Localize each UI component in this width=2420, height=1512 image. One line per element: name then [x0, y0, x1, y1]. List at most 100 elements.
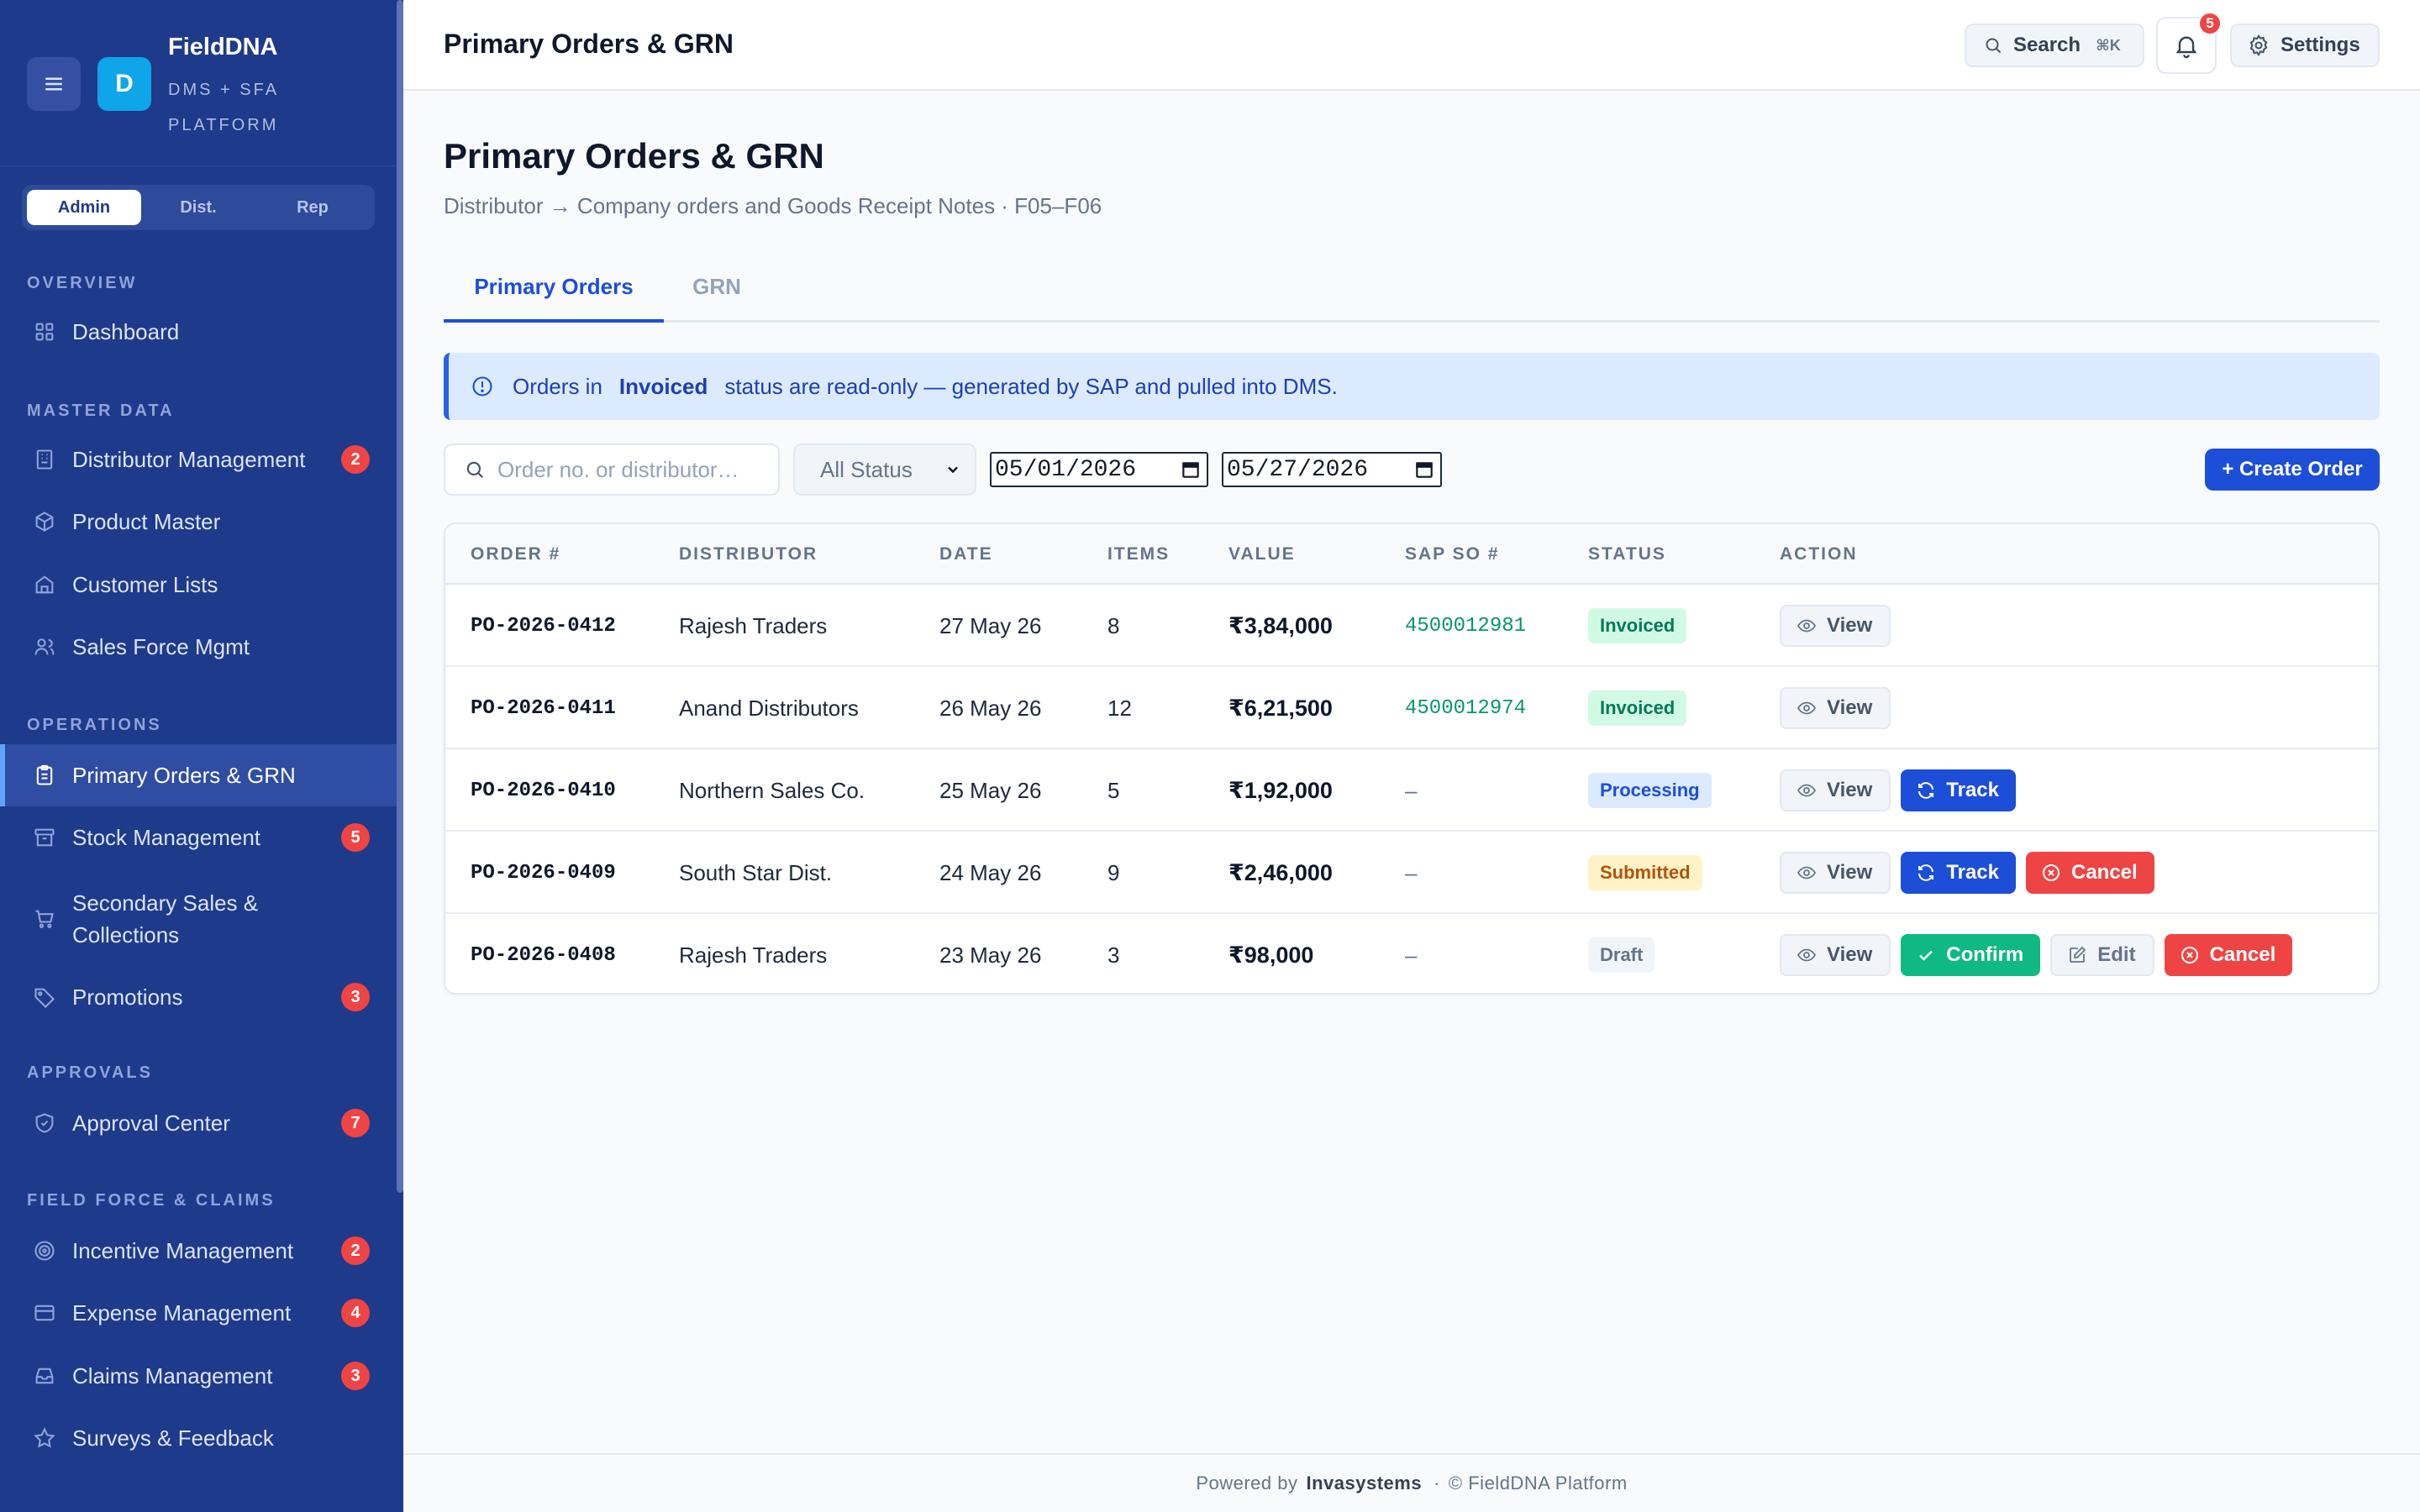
- status-cell: Submitted: [1588, 832, 1702, 914]
- item-count: 8: [1107, 612, 1120, 638]
- tab-primary-orders[interactable]: Primary Orders: [444, 274, 664, 323]
- calendar-icon[interactable]: [1413, 459, 1435, 480]
- cancel-button[interactable]: Cancel: [2164, 934, 2293, 976]
- view-button[interactable]: View: [1780, 769, 1891, 811]
- item-count: 12: [1107, 695, 1132, 721]
- item-count: 3: [1107, 942, 1120, 968]
- info-icon: [472, 376, 492, 396]
- settings-button[interactable]: Settings: [2230, 24, 2380, 67]
- sidebar-item-label: Promotions: [72, 984, 183, 1010]
- role-admin[interactable]: Admin: [27, 190, 141, 225]
- users-icon: [32, 634, 57, 659]
- sidebar-item-incentive-management[interactable]: Incentive Management 2: [0, 1233, 397, 1268]
- view-button[interactable]: View: [1780, 687, 1891, 729]
- sidebar-item-approval-center[interactable]: Approval Center 7: [0, 1105, 397, 1141]
- sidebar-item-stock-management[interactable]: Stock Management 5: [0, 820, 397, 855]
- view-label: View: [1827, 943, 1873, 966]
- track-button[interactable]: Track: [1901, 852, 2016, 894]
- table-header: ORDER # DISTRIBUTOR DATE ITEMS VALUE SAP…: [445, 524, 2378, 585]
- orders-table: ORDER # DISTRIBUTOR DATE ITEMS VALUE SAP…: [444, 522, 2380, 995]
- bell-icon: [2175, 36, 2197, 59]
- sidebar-item-label: Primary Orders & GRN: [72, 762, 296, 788]
- refresh-icon: [1918, 782, 1934, 799]
- sidebar-item-promotions[interactable]: Promotions 3: [0, 979, 397, 1015]
- hamburger-icon: [45, 77, 62, 91]
- clipboard-icon: [32, 763, 57, 788]
- eye-icon: [1797, 784, 1817, 797]
- count-badge: 2: [341, 1236, 370, 1265]
- footer-powered-by: Powered by: [1196, 1473, 1298, 1494]
- role-distributor[interactable]: Dist.: [180, 197, 217, 217]
- count-badge: 4: [341, 1299, 370, 1327]
- order-value: ₹6,21,500: [1228, 695, 1333, 721]
- footer: Powered by Invasystems · © FieldDNA Plat…: [403, 1453, 2420, 1512]
- cancel-button[interactable]: Cancel: [2025, 852, 2154, 894]
- count-badge: 7: [341, 1109, 370, 1137]
- distributor-name: Rajesh Traders: [679, 942, 828, 968]
- logo: D: [97, 57, 151, 111]
- view-button[interactable]: View: [1780, 934, 1891, 976]
- banner-prefix: Orders in: [513, 373, 602, 399]
- confirm-button[interactable]: Confirm: [1901, 934, 2041, 976]
- eye-icon: [1797, 701, 1817, 715]
- search-button[interactable]: Search ⌘K: [1965, 24, 2144, 67]
- notification-badge: 5: [2198, 12, 2222, 35]
- cancel-label: Cancel: [2209, 943, 2276, 966]
- view-label: View: [1827, 779, 1873, 801]
- item-count: 5: [1107, 777, 1120, 803]
- sidebar-item-customer-lists[interactable]: Customer Lists: [0, 567, 397, 602]
- sidebar-item-primary-orders[interactable]: Primary Orders & GRN: [0, 744, 397, 806]
- sidebar-item-label: Surveys & Feedback: [72, 1425, 274, 1451]
- section-master-data: MASTER DATA: [27, 402, 175, 420]
- sidebar-item-label: Secondary Sales & Collections: [72, 887, 258, 951]
- view-label: View: [1827, 861, 1873, 884]
- sidebar-item-distributor-management[interactable]: Distributor Management 2: [0, 442, 397, 477]
- sidebar-item-dashboard[interactable]: Dashboard: [0, 314, 397, 349]
- tab-grn[interactable]: GRN: [692, 274, 741, 299]
- role-rep[interactable]: Rep: [297, 197, 329, 217]
- page-subtitle: Distributor → Company orders and Goods R…: [444, 193, 1102, 218]
- section-overview: OVERVIEW: [27, 274, 138, 292]
- date-from-value: 05/01/2026: [995, 456, 1137, 483]
- eye-icon: [1797, 948, 1817, 962]
- date-from-input[interactable]: 05/01/2026: [990, 452, 1208, 487]
- create-order-button[interactable]: + Create Order: [2205, 449, 2380, 491]
- column-header-date: DATE: [939, 544, 993, 564]
- view-button[interactable]: View: [1780, 852, 1891, 894]
- track-button[interactable]: Track: [1901, 769, 2016, 811]
- building-icon: [32, 447, 57, 472]
- order-search-field[interactable]: [444, 444, 780, 496]
- status-badge: Draft: [1588, 937, 1655, 973]
- star-icon: [32, 1425, 57, 1451]
- date-to-input[interactable]: 05/27/2026: [1222, 452, 1442, 487]
- footer-separator: ·: [1434, 1473, 1440, 1494]
- status-filter-select[interactable]: All Status: [793, 444, 976, 496]
- card-icon: [32, 1300, 57, 1326]
- sidebar-item-expense-management[interactable]: Expense Management 4: [0, 1295, 397, 1331]
- sidebar-item-claims-management[interactable]: Claims Management 3: [0, 1358, 397, 1394]
- sidebar-item-product-master[interactable]: Product Master: [0, 504, 397, 539]
- grid-icon: [32, 319, 57, 344]
- status-cell: Draft: [1588, 914, 1655, 993]
- menu-toggle-button[interactable]: [27, 57, 81, 111]
- search-shortcut: ⌘K: [2096, 36, 2121, 54]
- order-number: PO-2026-0409: [471, 861, 616, 885]
- edit-icon: [2070, 946, 2086, 963]
- sidebar-scrollbar[interactable]: [397, 0, 403, 1193]
- calendar-icon[interactable]: [1180, 459, 1202, 480]
- order-date: 25 May 26: [939, 777, 1042, 803]
- chevron-down-icon: [948, 466, 958, 474]
- sidebar-item-label-line1: Secondary Sales &: [72, 890, 259, 916]
- sidebar-item-label: Stock Management: [72, 824, 261, 850]
- view-button[interactable]: View: [1780, 605, 1891, 647]
- sidebar-item-label: Claims Management: [72, 1362, 273, 1389]
- order-search-input[interactable]: [497, 456, 766, 483]
- sidebar-item-secondary-sales[interactable]: Secondary Sales & Collections: [0, 884, 397, 954]
- sap-so-number: –: [1405, 942, 1418, 968]
- order-date: 24 May 26: [939, 859, 1042, 885]
- column-header-order: ORDER #: [471, 544, 561, 564]
- sidebar-item-sales-force[interactable]: Sales Force Mgmt: [0, 629, 397, 664]
- sap-so-number: –: [1405, 777, 1418, 803]
- sidebar-item-surveys[interactable]: Surveys & Feedback: [0, 1420, 397, 1456]
- edit-button[interactable]: Edit: [2050, 934, 2154, 976]
